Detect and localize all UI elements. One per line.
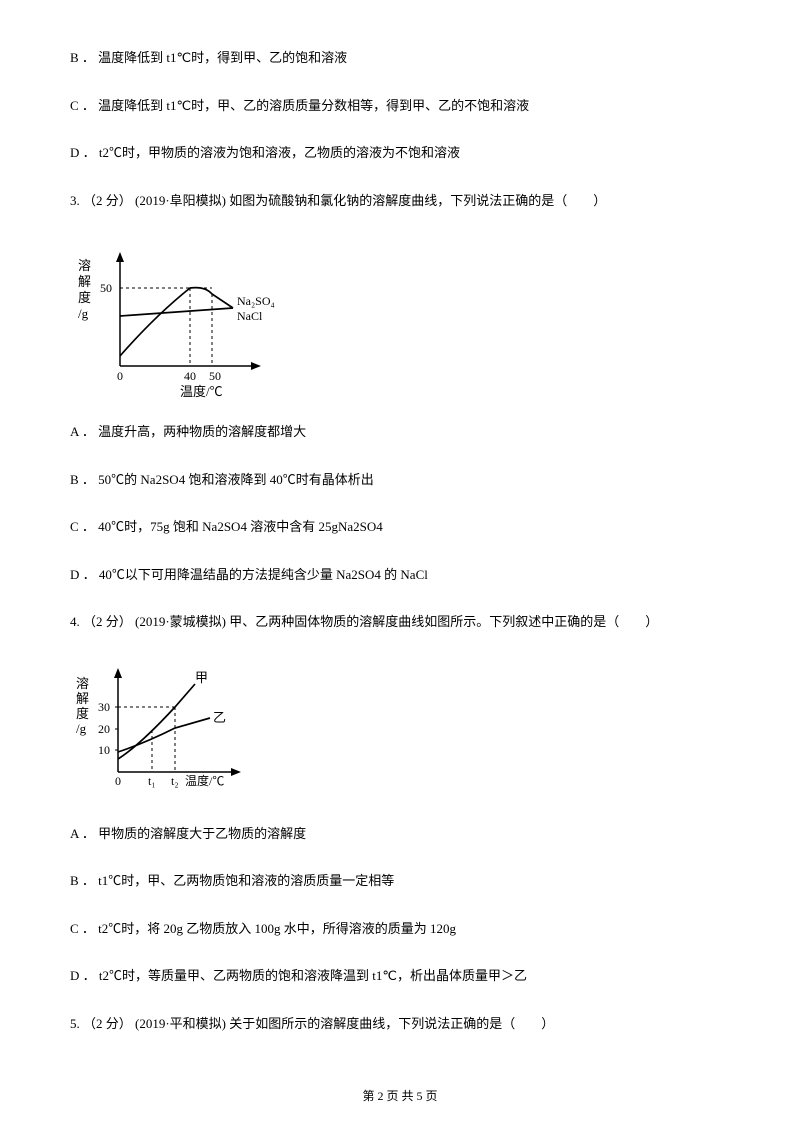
svg-text:度: 度 (76, 706, 89, 721)
svg-text:t₂: t₂ (171, 774, 179, 788)
q4-option-b: B ． t1℃时，甲、乙两物质饱和溶液的溶质质量一定相等 (70, 871, 730, 891)
q3-option-d: D ． 40℃以下可用降温结晶的方法提纯含少量 Na2SO4 的 NaCl (70, 565, 730, 585)
question-3: 3. （2 分） (2019·阜阳模拟) 如图为硫酸钠和氯化钠的溶解度曲线，下列… (70, 191, 730, 211)
svg-text:50: 50 (100, 281, 112, 295)
svg-text:溶: 溶 (76, 676, 89, 691)
svg-text:30: 30 (98, 700, 110, 714)
q4-option-a: A ． 甲物质的溶解度大于乙物质的溶解度 (70, 824, 730, 844)
svg-text:甲: 甲 (195, 670, 208, 685)
svg-text:NaCl: NaCl (237, 309, 263, 323)
svg-text:度: 度 (78, 290, 91, 305)
option-d: D ． t2℃时，甲物质的溶液为饱和溶液，乙物质的溶液为不饱和溶液 (70, 143, 730, 163)
svg-text:10: 10 (98, 743, 110, 757)
q4-option-d: D ． t2℃时，等质量甲、乙两物质的饱和溶液降温到 t1℃，析出晶体质量甲＞乙 (70, 966, 730, 986)
svg-text:40: 40 (184, 369, 196, 383)
svg-text:温度/℃: 温度/℃ (180, 384, 223, 398)
svg-text:50: 50 (209, 369, 221, 383)
q3-option-b: B ． 50℃的 Na2SO4 饱和溶液降到 40℃时有晶体析出 (70, 470, 730, 490)
svg-text:0: 0 (115, 774, 121, 788)
q3-option-c: C ． 40℃时，75g 饱和 Na2SO4 溶液中含有 25gNa2SO4 (70, 517, 730, 537)
question-4: 4. （2 分） (2019·蒙城模拟) 甲、乙两种固体物质的溶解度曲线如图所示… (70, 612, 730, 632)
svg-text:温度/℃: 温度/℃ (185, 773, 224, 788)
q4-option-c: C ． t2℃时，将 20g 乙物质放入 100g 水中，所得溶液的质量为 12… (70, 919, 730, 939)
chart-jia-yi: 溶解度/g 30 20 10 0 t₁ t₂ 甲乙温度/℃ (70, 660, 730, 804)
svg-text:乙: 乙 (213, 710, 226, 725)
svg-text:/g: /g (78, 306, 89, 321)
option-b: B ． 温度降低到 t1℃时，得到甲、乙的饱和溶液 (70, 48, 730, 68)
svg-text:t₁: t₁ (148, 774, 156, 788)
chart-na2so4-nacl: 溶解度/g 50 0 40 50 Na₂SO₄NaCl 温度/℃ (70, 238, 730, 402)
question-5: 5. （2 分） (2019·平和模拟) 关于如图所示的溶解度曲线，下列说法正确… (70, 1014, 730, 1034)
svg-text:0: 0 (117, 369, 123, 383)
svg-text:/g: /g (76, 721, 87, 736)
svg-text:溶: 溶 (78, 258, 91, 273)
option-c: C ． 温度降低到 t1℃时，甲、乙的溶质质量分数相等，得到甲、乙的不饱和溶液 (70, 96, 730, 116)
q3-option-a: A ． 温度升高，两种物质的溶解度都增大 (70, 422, 730, 442)
page-footer: 第 2 页 共 5 页 (0, 1087, 800, 1104)
svg-text:20: 20 (98, 722, 110, 736)
svg-text:Na₂SO₄: Na₂SO₄ (237, 294, 275, 308)
svg-text:解: 解 (78, 274, 91, 289)
svg-text:解: 解 (76, 691, 89, 706)
